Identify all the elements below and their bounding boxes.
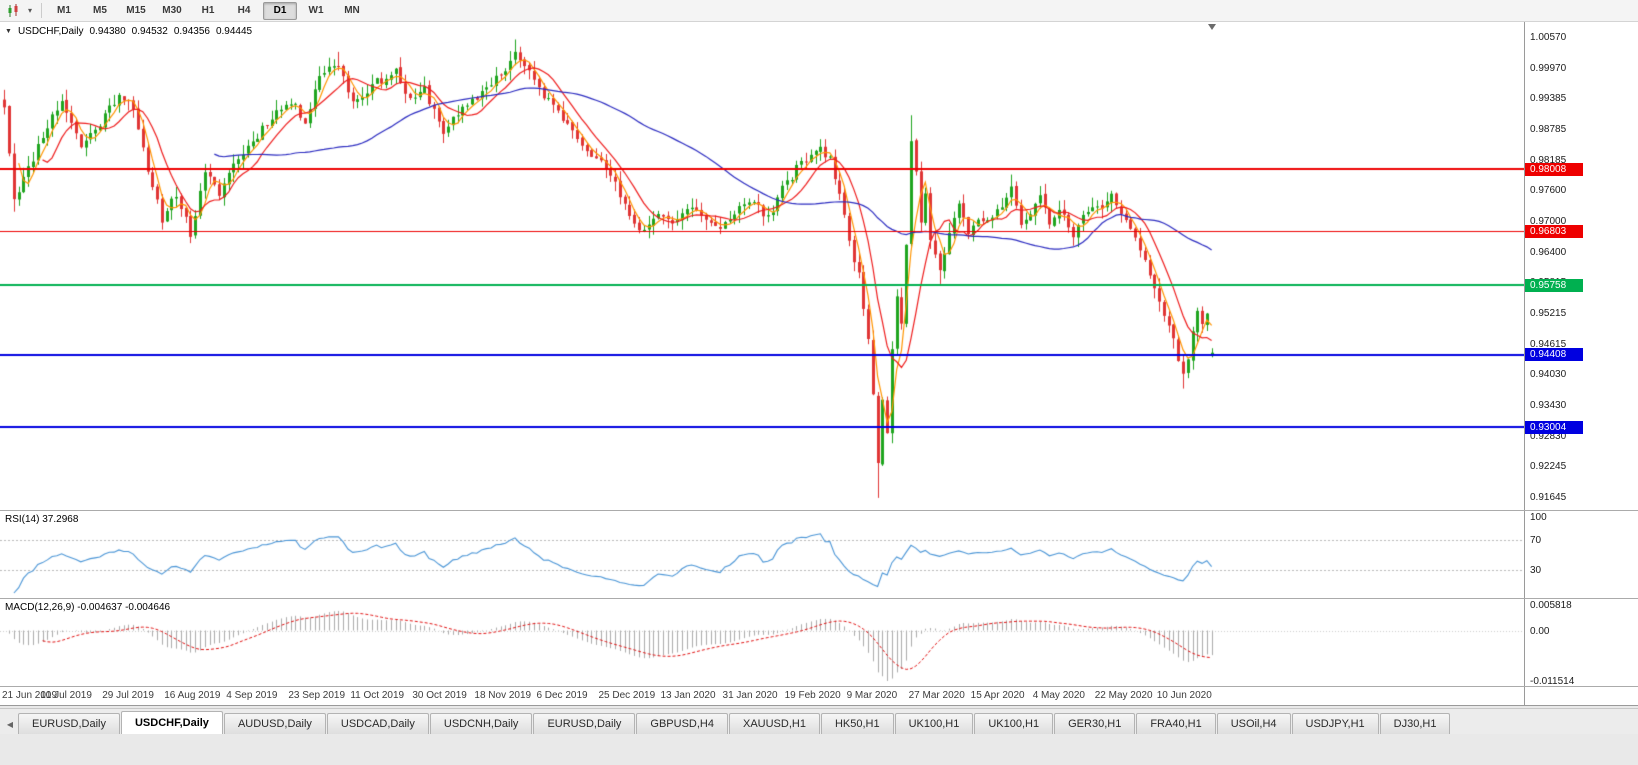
rsi-indicator-canvas[interactable] bbox=[0, 512, 1524, 598]
price-axis-label: 0.91645 bbox=[1530, 492, 1567, 504]
chart-tab-USDCAD-Daily[interactable]: USDCAD,Daily bbox=[326, 713, 429, 734]
chart-window: ▼ USDCHF,Daily 0.94380 0.94532 0.94356 0… bbox=[0, 22, 1638, 706]
timeframe-button-M1[interactable]: M1 bbox=[57, 4, 71, 16]
timeframe-button-H1[interactable]: H1 bbox=[201, 4, 215, 16]
date-axis-label: 30 Oct 2019 bbox=[412, 690, 467, 701]
chart-tab-UK100-H1[interactable]: UK100,H1 bbox=[894, 713, 974, 734]
date-axis-label: 11 Oct 2019 bbox=[350, 690, 405, 701]
timeframe-button-H4[interactable]: H4 bbox=[237, 4, 251, 16]
date-axis-label: 15 Apr 2020 bbox=[970, 690, 1025, 701]
chart-shift-marker bbox=[1207, 24, 1216, 30]
timeframe-button-M5[interactable]: M5 bbox=[93, 4, 107, 16]
price-axis-label: 0.94615 bbox=[1530, 338, 1567, 350]
macd-indicator-canvas[interactable] bbox=[0, 600, 1524, 686]
price-axis-label: 0.92245 bbox=[1530, 461, 1567, 473]
date-axis-label: 21 Jun 2019 bbox=[2, 690, 58, 701]
price-axis-label: 0.92830 bbox=[1530, 431, 1567, 442]
chart-tab-EURUSD-Daily[interactable]: EURUSD,Daily bbox=[533, 713, 636, 734]
hline-price-tag: 0.96803 bbox=[1525, 224, 1583, 238]
macd-axis-label: -0.011514 bbox=[1530, 676, 1575, 687]
chart-tab-XAUUSD-H1[interactable]: XAUUSD,H1 bbox=[728, 713, 820, 734]
timeframe-button-W1[interactable]: W1 bbox=[308, 4, 324, 16]
price-axis-label: 0.98185 bbox=[1530, 154, 1567, 166]
rsi-axis-label: 30 bbox=[1530, 565, 1542, 577]
chart-tab-FRA40-H1[interactable]: FRA40,H1 bbox=[1136, 713, 1216, 734]
rsi-axis-label: 70 bbox=[1530, 534, 1542, 546]
date-axis-label: 16 Aug 2019 bbox=[164, 690, 221, 701]
chart-tab-USDJPY-H1[interactable]: USDJPY,H1 bbox=[1291, 713, 1379, 734]
price-axis-label: 0.95215 bbox=[1530, 308, 1567, 320]
date-axis-label: 22 May 2020 bbox=[1094, 690, 1153, 701]
price-axis-label: 0.94030 bbox=[1530, 369, 1567, 381]
chart-tab-UK100-H1[interactable]: UK100,H1 bbox=[974, 713, 1054, 734]
chart-tab-GBPUSD-H4[interactable]: GBPUSD,H4 bbox=[636, 713, 728, 734]
date-axis-label: 31 Jan 2020 bbox=[722, 690, 778, 701]
timeframe-button-MN[interactable]: MN bbox=[344, 4, 360, 16]
chevron-down-icon[interactable]: ▾ bbox=[27, 6, 32, 15]
date-axis-label: 9 Mar 2020 bbox=[846, 690, 898, 701]
price-axis-label: 0.97600 bbox=[1530, 185, 1567, 197]
chart-tab-USDCHF-Daily[interactable]: USDCHF,Daily bbox=[120, 711, 223, 734]
date-axis-label: 18 Nov 2019 bbox=[474, 690, 532, 701]
price-axis-label: 0.99970 bbox=[1530, 62, 1567, 74]
chart-tab-GER30-H1[interactable]: GER30,H1 bbox=[1054, 713, 1136, 734]
date-axis-label: 6 Dec 2019 bbox=[536, 690, 588, 701]
hline-price-tag: 0.95758 bbox=[1525, 278, 1583, 292]
date-axis-label: 10 Jun 2020 bbox=[1156, 690, 1212, 701]
timeframe-button-M15[interactable]: M15 bbox=[126, 4, 146, 16]
toolbar-separator bbox=[41, 3, 42, 18]
date-axis-label: 27 Mar 2020 bbox=[908, 690, 965, 701]
chevron-left-icon[interactable]: ◀ bbox=[6, 719, 14, 729]
chart-tab-HK50-H1[interactable]: HK50,H1 bbox=[820, 713, 894, 734]
price-axis-label: 0.99385 bbox=[1530, 92, 1567, 104]
chart-tab-DJ30-H1[interactable]: DJ30,H1 bbox=[1379, 713, 1451, 734]
macd-axis-label: 0.00 bbox=[1530, 625, 1550, 637]
date-axis-label: 23 Sep 2019 bbox=[288, 690, 346, 701]
date-axis-separator bbox=[0, 686, 1638, 687]
chart-tab-bar: ◀ EURUSD,Daily USDCHF,Daily AUDUSD,Daily US… bbox=[0, 708, 1638, 734]
chart-tab-EURUSD-Daily[interactable]: EURUSD,Daily bbox=[18, 713, 120, 734]
price-axis-separator bbox=[1524, 22, 1525, 706]
rsi-axis-label: 100 bbox=[1530, 512, 1547, 523]
timeframe-bar: M1 M5 M15 M30 H1 H4 D1 W1 MN bbox=[47, 1, 369, 20]
price-chart-canvas[interactable] bbox=[0, 24, 1524, 510]
price-axis-label: 0.98785 bbox=[1530, 123, 1567, 135]
candlestick-chart-icon[interactable] bbox=[4, 2, 24, 20]
pane-separator[interactable] bbox=[0, 510, 1638, 511]
price-axis-label: 1.00570 bbox=[1530, 31, 1567, 43]
date-axis-label: 4 Sep 2019 bbox=[226, 690, 278, 701]
chart-tab-USDCNH-Daily[interactable]: USDCNH,Daily bbox=[429, 713, 533, 734]
top-toolbar: ▾ M1 M5 M15 M30 H1 H4 D1 W1 MN bbox=[0, 0, 1638, 22]
chart-tab-USOil-H4[interactable]: USOil,H4 bbox=[1216, 713, 1291, 734]
date-axis-label: 13 Jan 2020 bbox=[660, 690, 716, 701]
date-axis-label: 29 Jul 2019 bbox=[102, 690, 154, 701]
timeframe-button-M30[interactable]: M30 bbox=[162, 4, 182, 16]
hline-price-tag: 0.94408 bbox=[1525, 348, 1583, 362]
timeframe-button-D1[interactable]: D1 bbox=[263, 1, 297, 20]
pane-separator[interactable] bbox=[0, 598, 1638, 599]
hline-price-tag: 0.98008 bbox=[1525, 162, 1583, 176]
price-axis-label: 0.97000 bbox=[1530, 215, 1567, 227]
rsi-pane-label: RSI(14) 37.2968 bbox=[5, 514, 79, 525]
candlestick-chart-icon-svg bbox=[8, 3, 18, 17]
macd-pane-label: MACD(12,26,9) -0.004637 -0.004646 bbox=[5, 602, 171, 613]
chart-tab-AUDUSD-Daily[interactable]: AUDUSD,Daily bbox=[223, 713, 326, 734]
quote-collapse-icon[interactable]: ▼ bbox=[5, 28, 12, 35]
macd-axis-label: 0.005818 bbox=[1530, 600, 1572, 611]
price-axis-label: 0.93430 bbox=[1530, 400, 1567, 412]
date-axis-label: 19 Feb 2020 bbox=[784, 690, 841, 701]
hline-price-tag: 0.93004 bbox=[1525, 420, 1583, 434]
date-axis-label: 4 May 2020 bbox=[1032, 690, 1085, 701]
date-axis-label: 25 Dec 2019 bbox=[598, 690, 656, 701]
date-axis-label: 10 Jul 2019 bbox=[40, 690, 92, 701]
price-axis-label: 0.96400 bbox=[1530, 246, 1567, 258]
